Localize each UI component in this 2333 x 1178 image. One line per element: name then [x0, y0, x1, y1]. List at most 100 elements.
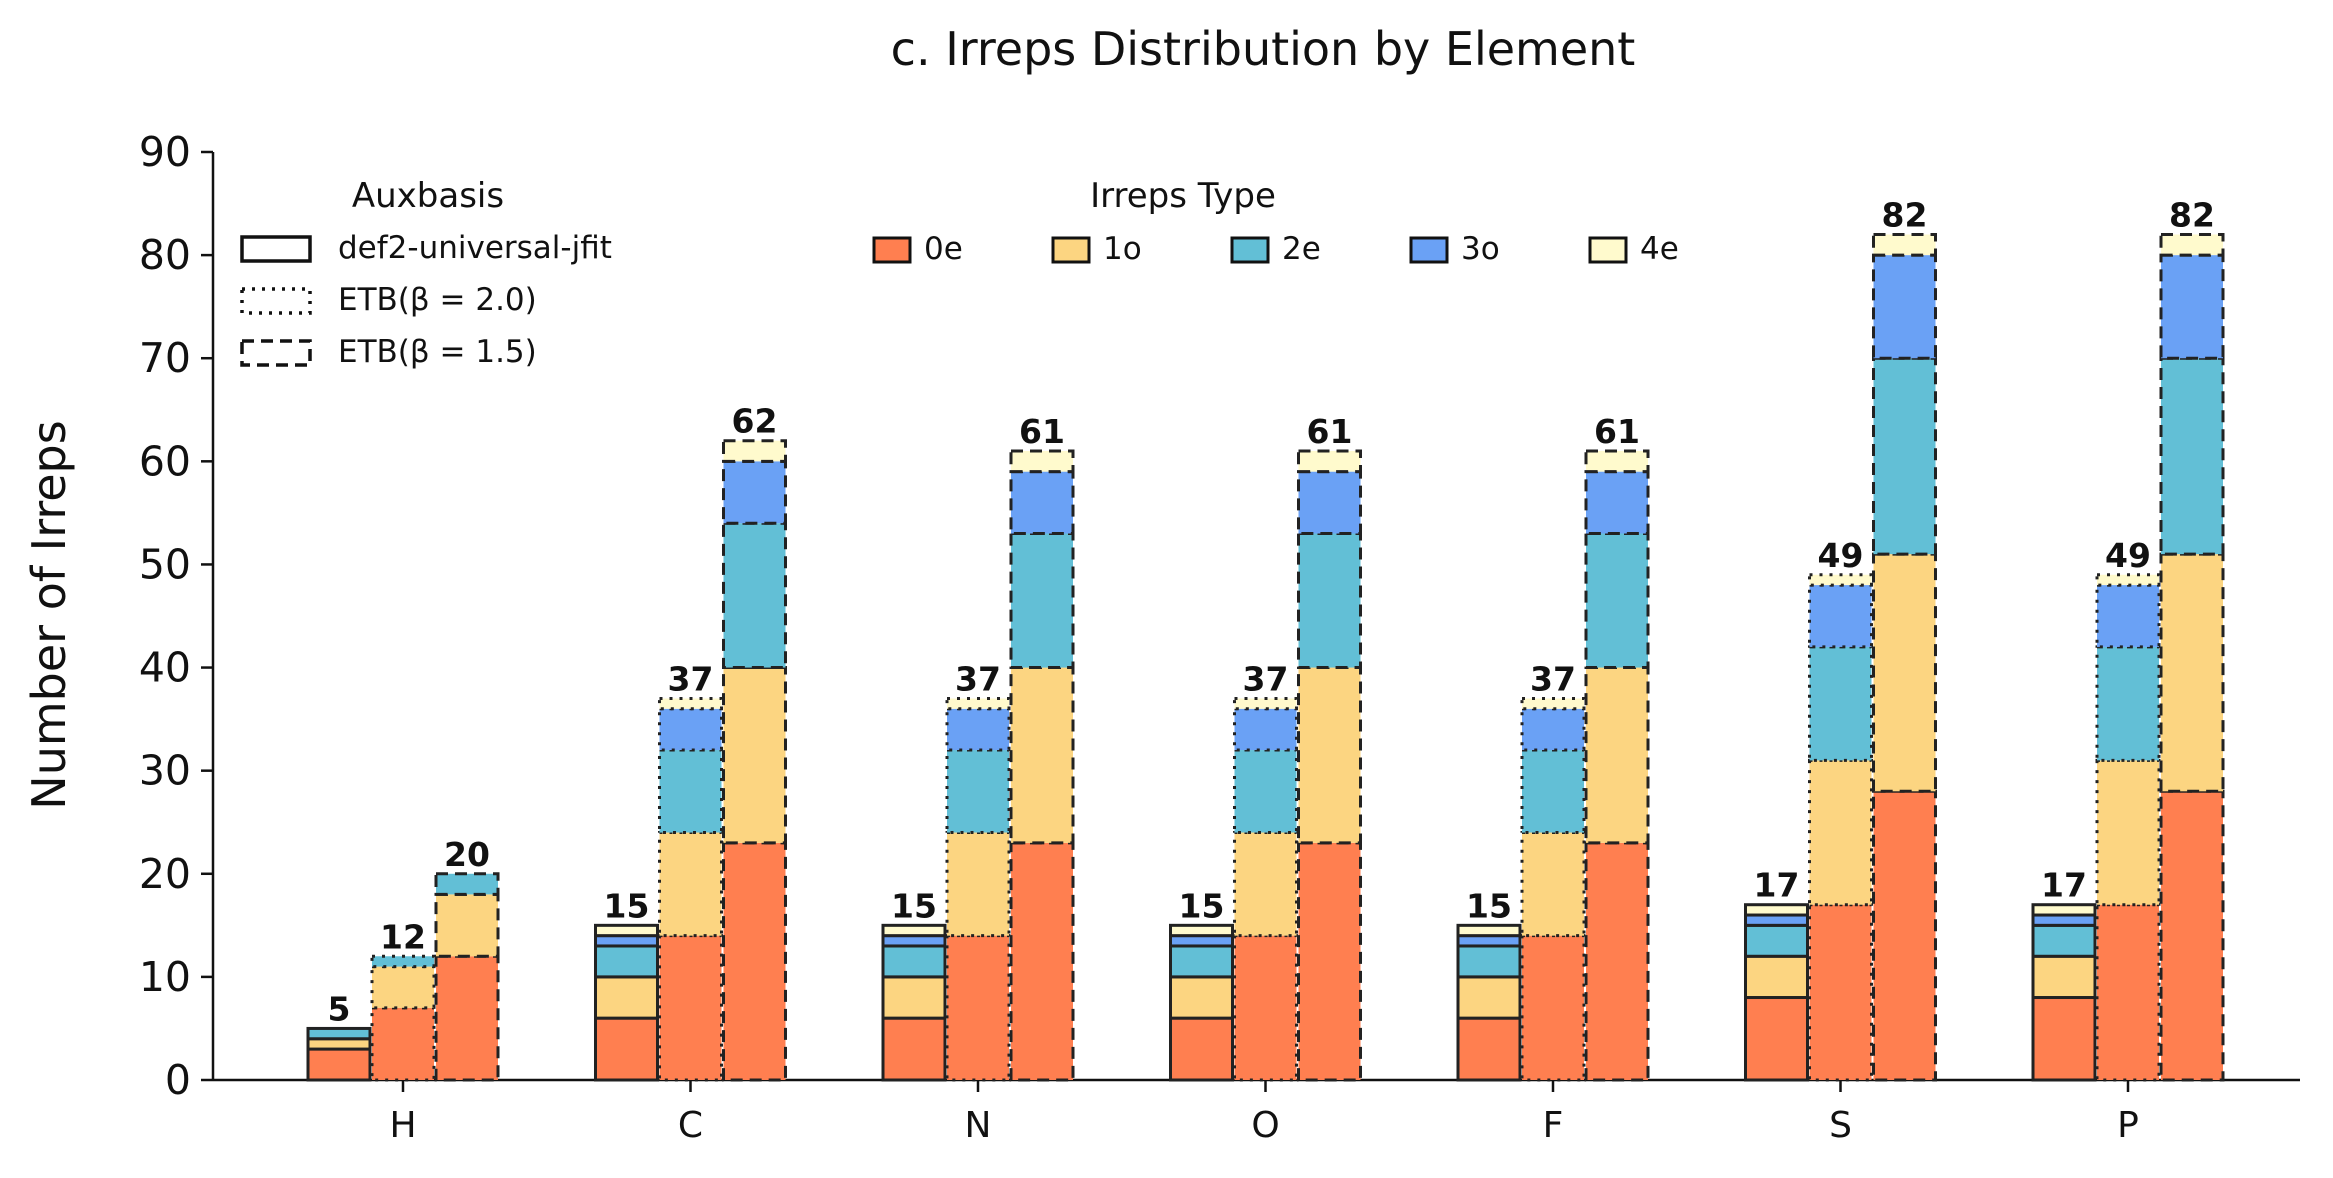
- auxbasis-legend-swatch: [240, 339, 312, 367]
- bar-segment-0e: [1872, 789, 1937, 1082]
- y-tick-label: 40: [139, 644, 191, 692]
- bar-segment-3o: [2095, 583, 2161, 649]
- bar-segment-1o: [2031, 954, 2097, 1000]
- bar-segment-3o: [2159, 253, 2225, 360]
- bar-segment-4e: [1808, 573, 1873, 587]
- bar-segment-4e: [1520, 696, 1586, 711]
- bar-segment-1o: [594, 975, 659, 1020]
- chart-title: c. Irreps Distribution by Element: [891, 22, 1636, 76]
- bar-segment-3o: [1872, 253, 1937, 360]
- bar-segment-1o: [1456, 975, 1522, 1020]
- bar-total-label: 61: [1307, 412, 1353, 451]
- bar-segment-4e: [1584, 449, 1650, 474]
- x-tick-label: F: [1543, 1105, 1564, 1146]
- bar-segment-2e: [2031, 923, 2097, 958]
- bar-segment-2e: [1009, 532, 1075, 670]
- bar-segment-3o: [2031, 913, 2097, 927]
- bar-segment-0e: [1297, 841, 1362, 1082]
- bar-segment-2e: [1169, 944, 1234, 979]
- bar-total-label: 61: [1019, 412, 1065, 451]
- auxbasis-legend-title: Auxbasis: [352, 176, 504, 216]
- bar-segment-0e: [370, 1006, 436, 1082]
- bar-segment-4e: [722, 439, 787, 463]
- bar-segment-1o: [1169, 975, 1234, 1020]
- bar-total-label: 20: [444, 835, 490, 874]
- bar-segment-0e: [594, 1016, 659, 1082]
- bar-segment-2e: [1808, 645, 1873, 762]
- bar-segment-3o: [1169, 934, 1234, 948]
- bar-segment-4e: [1744, 903, 1809, 917]
- bar-segment-0e: [2095, 903, 2161, 1082]
- bar-segment-0e: [1744, 996, 1809, 1082]
- bar-segment-1o: [2159, 552, 2225, 793]
- irreps-legend-swatch: [1230, 236, 1270, 264]
- bar-total-label: 12: [380, 917, 426, 956]
- x-tick-label: C: [678, 1105, 703, 1146]
- auxbasis-legend-swatch: [240, 287, 312, 315]
- bar-segment-3o: [1233, 707, 1298, 752]
- y-tick-label: 10: [139, 953, 191, 1001]
- bar-total-label: 15: [604, 886, 650, 925]
- bar-segment-1o: [1297, 666, 1362, 845]
- auxbasis-legend-swatch: [240, 235, 312, 263]
- bar-total-label: 61: [1594, 412, 1640, 451]
- bar-segment-1o: [306, 1037, 372, 1051]
- bar-segment-0e: [2031, 996, 2097, 1082]
- bar-segment-2e: [722, 521, 787, 670]
- bar-segment-2e: [1584, 532, 1650, 670]
- bar-segment-3o: [658, 707, 723, 752]
- bar-segment-2e: [306, 1026, 372, 1041]
- bar-segment-3o: [1584, 470, 1650, 536]
- bar-segment-3o: [1456, 934, 1522, 948]
- bar-segment-4e: [1456, 923, 1522, 938]
- bar-total-label: 82: [2169, 195, 2215, 234]
- bar-segment-1o: [1744, 954, 1809, 1000]
- x-tick-label: H: [389, 1105, 416, 1146]
- bar-segment-1o: [1233, 831, 1298, 938]
- bar-segment-1o: [722, 666, 787, 845]
- bar-segment-4e: [594, 923, 659, 938]
- bar-total-label: 37: [955, 659, 1001, 698]
- irreps-legend-title: Irreps Type: [1090, 176, 1276, 216]
- y-tick-label: 0: [165, 1056, 191, 1104]
- bar-segment-4e: [2095, 573, 2161, 587]
- bar-total-label: 37: [1243, 659, 1289, 698]
- bar-segment-3o: [881, 934, 947, 948]
- bar-segment-3o: [945, 707, 1011, 752]
- bar-segment-2e: [1456, 944, 1522, 979]
- irreps-legend-label: 1o: [1103, 231, 1142, 267]
- bar-segment-4e: [658, 696, 723, 711]
- bar-segment-4e: [1169, 923, 1234, 938]
- bar-segment-2e: [1744, 923, 1809, 958]
- plot-area: 0 10 20 30 40 50 60 70 80 90 H 5 12 20 C 15 37 62 N 15 37 61 O…: [139, 128, 2300, 1146]
- bar-segment-0e: [1808, 903, 1873, 1082]
- bar-segment-0e: [434, 954, 500, 1082]
- bar-segment-0e: [1584, 841, 1650, 1082]
- y-tick-label: 30: [139, 747, 191, 795]
- bar-segment-1o: [2095, 758, 2161, 907]
- bar-segment-0e: [658, 934, 723, 1082]
- bar-segment-4e: [881, 923, 947, 938]
- x-tick-label: S: [1829, 1105, 1852, 1146]
- y-tick-label: 90: [139, 128, 191, 176]
- irreps-legend-swatch: [1409, 236, 1449, 264]
- bar-segment-1o: [1872, 552, 1937, 793]
- irreps-legend-label: 2e: [1282, 231, 1321, 267]
- bar-segment-4e: [2031, 903, 2097, 917]
- y-tick-label: 70: [139, 334, 191, 382]
- irreps-legend-swatch: [872, 236, 912, 264]
- bar-segment-3o: [722, 459, 787, 525]
- bar-segment-2e: [434, 872, 500, 896]
- bar-segment-0e: [1456, 1016, 1522, 1082]
- bar-segment-3o: [1009, 470, 1075, 536]
- bar-segment-3o: [594, 934, 659, 948]
- bar-segment-0e: [881, 1016, 947, 1082]
- bar-total-label: 15: [1466, 886, 1512, 925]
- bar-total-label: 15: [891, 886, 937, 925]
- bar-total-label: 49: [2105, 536, 2151, 575]
- irreps-legend-label: 0e: [924, 231, 963, 267]
- y-axis-label: Number of Irreps: [22, 420, 76, 809]
- irreps-legend-swatch: [1588, 236, 1628, 264]
